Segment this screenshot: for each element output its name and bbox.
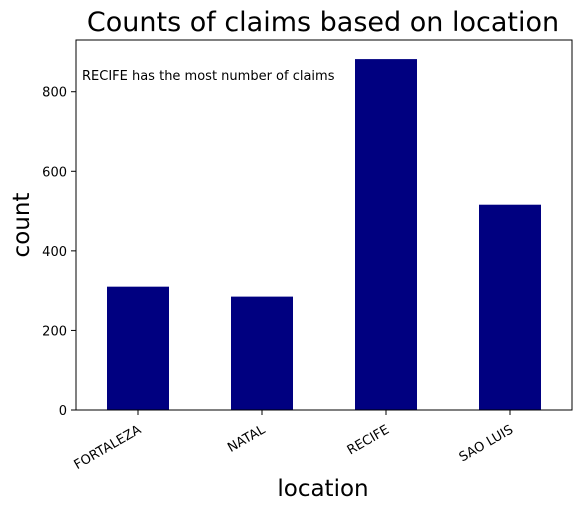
- y-tick-label: 400: [42, 245, 67, 260]
- x-axis-ticks: FORTALEZA NATAL RECIFE SAO LUIS: [72, 410, 516, 473]
- y-axis-label: count: [9, 193, 35, 258]
- y-tick-label: 800: [42, 86, 67, 101]
- plot-frame: [75, 39, 573, 411]
- x-tick-label: NATAL: [225, 422, 268, 456]
- chart-title: Counts of claims based on location: [87, 7, 559, 38]
- bar-sao-luis: [479, 204, 541, 410]
- x-tick-label: FORTALEZA: [72, 422, 144, 472]
- y-tick-label: 600: [42, 165, 67, 180]
- y-tick-label: 200: [42, 324, 67, 339]
- y-axis-ticks: 0 200 400 600 800: [42, 86, 76, 419]
- bar-recife: [355, 59, 417, 411]
- x-tick-label: RECIFE: [345, 422, 392, 458]
- bar-natal: [231, 296, 293, 410]
- bars-group: [107, 59, 541, 411]
- chart-annotation: RECIFE has the most number of claims: [82, 69, 335, 84]
- y-tick-label: 0: [59, 404, 67, 419]
- x-axis-label: location: [277, 476, 368, 502]
- x-tick-label: SAO LUIS: [457, 422, 516, 465]
- bar-fortaleza: [107, 286, 169, 410]
